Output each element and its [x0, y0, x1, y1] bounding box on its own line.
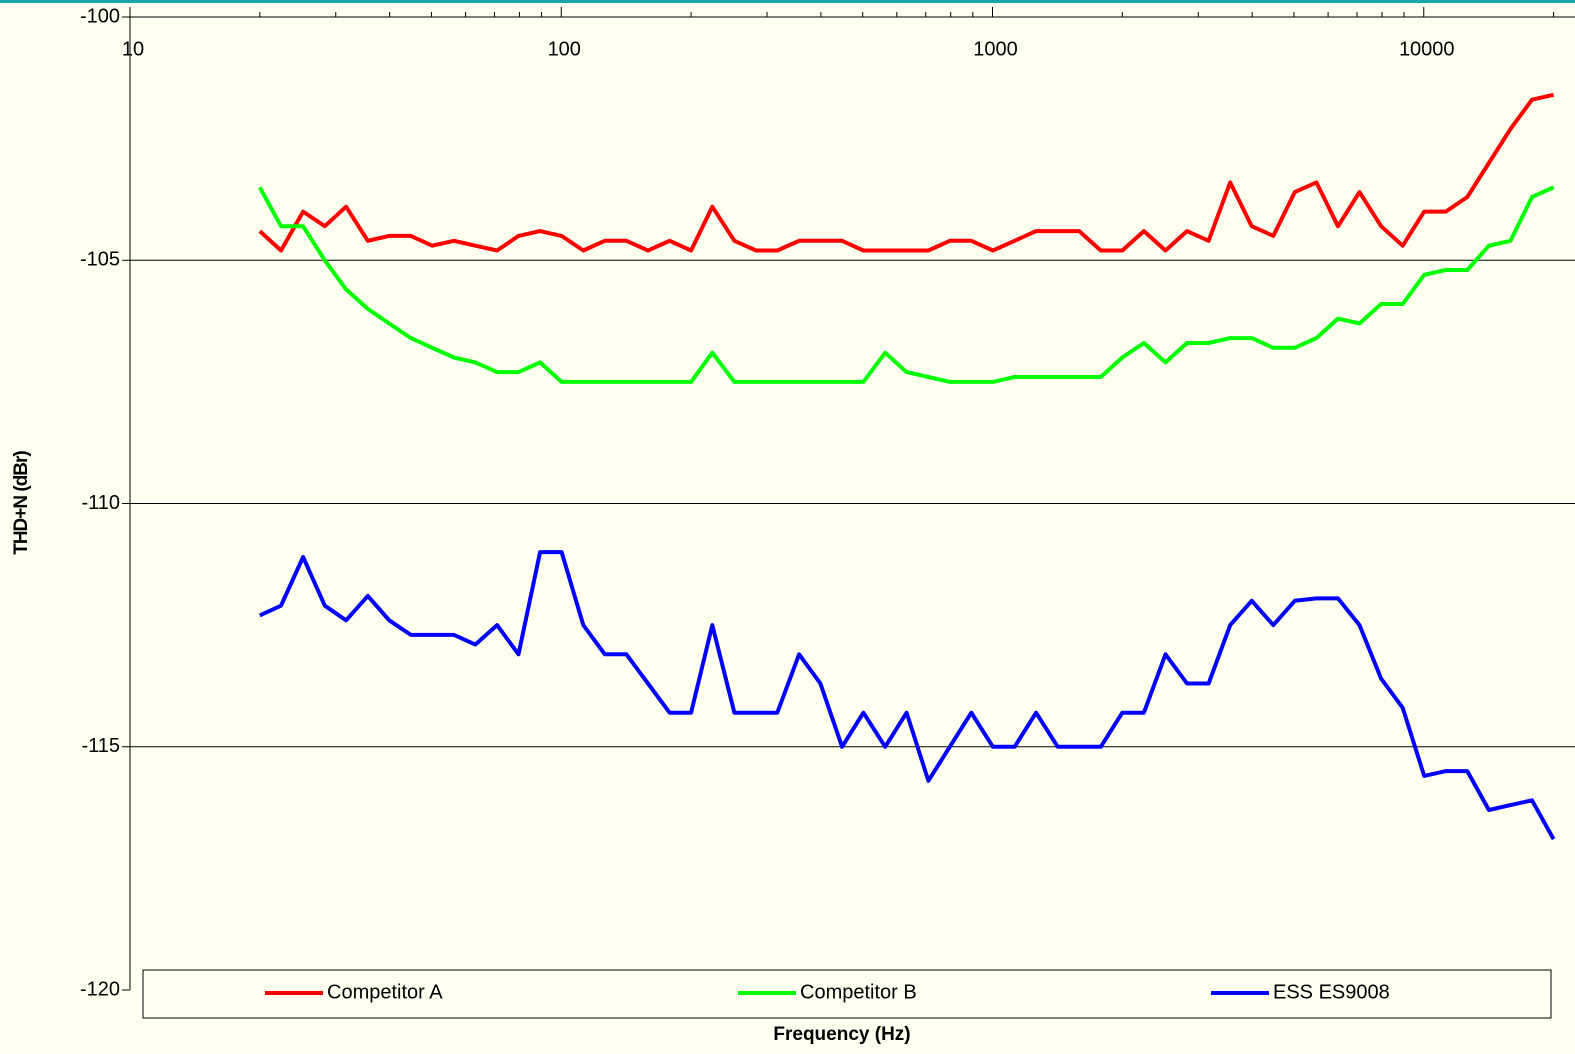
legend-label: Competitor A: [327, 981, 443, 1003]
series-line: [258, 92, 1555, 253]
legend-label: ESS ES9008: [1273, 981, 1390, 1003]
y-tick-label: -105: [80, 249, 120, 271]
y-tick-label: -120: [80, 978, 120, 1000]
x-tick-label: 10: [122, 38, 144, 60]
legend-box: [142, 969, 1552, 1019]
series-line: [258, 185, 1555, 384]
x-tick-label: 1000: [973, 38, 1018, 60]
legend-label: Competitor B: [800, 981, 917, 1003]
y-tick-label: -115: [81, 735, 120, 757]
y-axis-title: THD+N (dBr): [11, 451, 32, 555]
series-line: [258, 550, 1556, 841]
x-axis-title: Frequency (Hz): [773, 1024, 910, 1045]
y-tick-label: -100: [80, 5, 120, 27]
y-tick-label: -110: [81, 492, 120, 514]
x-tick-label: 10000: [1399, 38, 1455, 60]
top-border: [0, 0, 1575, 3]
x-tick-label: 100: [548, 38, 581, 60]
